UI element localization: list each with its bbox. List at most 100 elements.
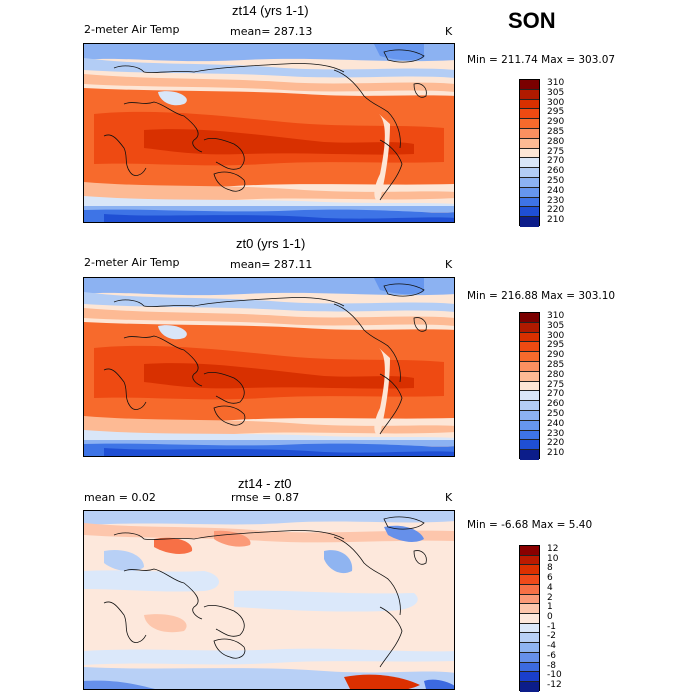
colorbar-swatch (520, 80, 539, 90)
colorbar-tick-label: 4 (547, 582, 553, 593)
panel1-mean: mean= 287.13 (230, 25, 313, 38)
colorbar-tick-label: -2 (547, 631, 556, 642)
panel1-units: K (445, 25, 453, 38)
colorbar-swatch (520, 594, 539, 605)
colorbar-tick-label: 275 (547, 146, 565, 157)
colorbar-swatch (520, 371, 539, 382)
panel3-minmax: Min = -6.68 Max = 5.40 (467, 519, 593, 531)
colorbar-swatch (520, 430, 539, 441)
panel2-colorbar (519, 312, 540, 460)
colorbar-tick-label: 270 (547, 156, 565, 167)
colorbar-tick-label: 305 (547, 87, 565, 98)
colorbar-tick-label: 310 (547, 77, 565, 88)
colorbar-swatch (520, 420, 539, 431)
panel1-temperature-field (84, 44, 454, 222)
colorbar-tick-label: 8 (547, 563, 553, 574)
colorbar-swatch (520, 361, 539, 372)
panel2-field-label: 2-meter Air Temp (84, 256, 180, 269)
colorbar-swatch (520, 604, 539, 615)
colorbar-swatch (520, 440, 539, 451)
colorbar-tick-label: -6 (547, 650, 556, 661)
colorbar-swatch (520, 381, 539, 392)
colorbar-swatch (520, 555, 539, 566)
colorbar-tick-label: 270 (547, 389, 565, 400)
colorbar-tick-label: 260 (547, 166, 565, 177)
panel2-minmax: Min = 216.88 Max = 303.10 (467, 290, 616, 302)
colorbar-swatch (520, 332, 539, 343)
colorbar-swatch (520, 450, 539, 460)
panel1-colorbar (519, 79, 540, 227)
colorbar-swatch (520, 410, 539, 421)
panel2-units: K (445, 258, 453, 271)
colorbar-tick-label: 295 (547, 340, 565, 351)
colorbar-tick-label: 0 (547, 612, 553, 622)
colorbar-tick-label: 275 (547, 379, 565, 390)
colorbar-swatch (520, 546, 539, 556)
colorbar-swatch (520, 109, 539, 120)
colorbar-tick-label: -1 (547, 621, 556, 632)
colorbar-tick-label: 240 (547, 418, 565, 429)
colorbar-tick-label: 305 (547, 320, 565, 331)
colorbar-swatch (520, 119, 539, 129)
colorbar-swatch (520, 187, 539, 198)
colorbar-tick-label: 300 (547, 97, 565, 108)
panel3-difference-field (84, 511, 454, 689)
panel2-map (83, 277, 455, 457)
colorbar-swatch (520, 158, 539, 169)
colorbar-tick-label: 10 (547, 553, 559, 564)
colorbar-tick-label: 285 (547, 359, 565, 370)
colorbar-tick-label: 1 (547, 602, 553, 613)
colorbar-tick-label: 6 (547, 573, 553, 584)
colorbar-tick-label: 230 (547, 195, 565, 206)
colorbar-swatch (520, 313, 539, 323)
panel3-map (83, 510, 455, 690)
colorbar-swatch (520, 352, 539, 362)
colorbar-swatch (520, 322, 539, 333)
colorbar-tick-label: 295 (547, 107, 565, 118)
panel2-temperature-field (84, 278, 454, 456)
colorbar-tick-label: 290 (547, 117, 565, 128)
colorbar-tick-label: -12 (547, 680, 562, 691)
panel1-minmax: Min = 211.74 Max = 303.07 (467, 54, 616, 66)
panel1-map (83, 43, 455, 223)
colorbar-swatch (520, 391, 539, 402)
season-label: SON (508, 8, 556, 33)
colorbar-tick-label: 210 (547, 215, 565, 226)
colorbar-tick-label: 220 (547, 438, 565, 449)
colorbar-tick-label: 290 (547, 350, 565, 361)
colorbar-tick-label: 250 (547, 408, 565, 419)
colorbar-swatch (520, 128, 539, 139)
colorbar-swatch (520, 99, 539, 110)
colorbar-swatch (520, 662, 539, 673)
colorbar-swatch (520, 614, 539, 624)
panel3-mean: mean = 0.02 (84, 491, 156, 504)
colorbar-tick-label: 260 (547, 399, 565, 410)
colorbar-swatch (520, 217, 539, 227)
panel3-title: zt14 - zt0 (238, 476, 292, 491)
colorbar-tick-label: 12 (547, 543, 559, 554)
colorbar-swatch (520, 207, 539, 218)
colorbar-swatch (520, 177, 539, 188)
panel1-field-label: 2-meter Air Temp (84, 23, 180, 36)
colorbar-swatch (520, 575, 539, 585)
colorbar-swatch (520, 565, 539, 576)
colorbar-tick-label: 220 (547, 205, 565, 216)
colorbar-swatch (520, 643, 539, 653)
panel3-rmse: rmse = 0.87 (231, 491, 300, 504)
panel3-colorbar (519, 545, 540, 692)
colorbar-swatch (520, 633, 539, 644)
colorbar-swatch (520, 672, 539, 683)
panel3-units: K (445, 491, 453, 504)
colorbar-tick-label: 210 (547, 448, 565, 459)
colorbar-tick-label: 2 (547, 592, 553, 603)
colorbar-tick-label: 280 (547, 369, 565, 380)
colorbar-swatch (520, 401, 539, 411)
colorbar-swatch (520, 623, 539, 634)
colorbar-swatch (520, 89, 539, 100)
colorbar-swatch (520, 652, 539, 663)
colorbar-tick-label: 300 (547, 330, 565, 341)
panel2-title: zt0 (yrs 1-1) (236, 236, 306, 251)
colorbar-swatch (520, 138, 539, 149)
colorbar-tick-label: 285 (547, 126, 565, 137)
colorbar-swatch (520, 168, 539, 178)
